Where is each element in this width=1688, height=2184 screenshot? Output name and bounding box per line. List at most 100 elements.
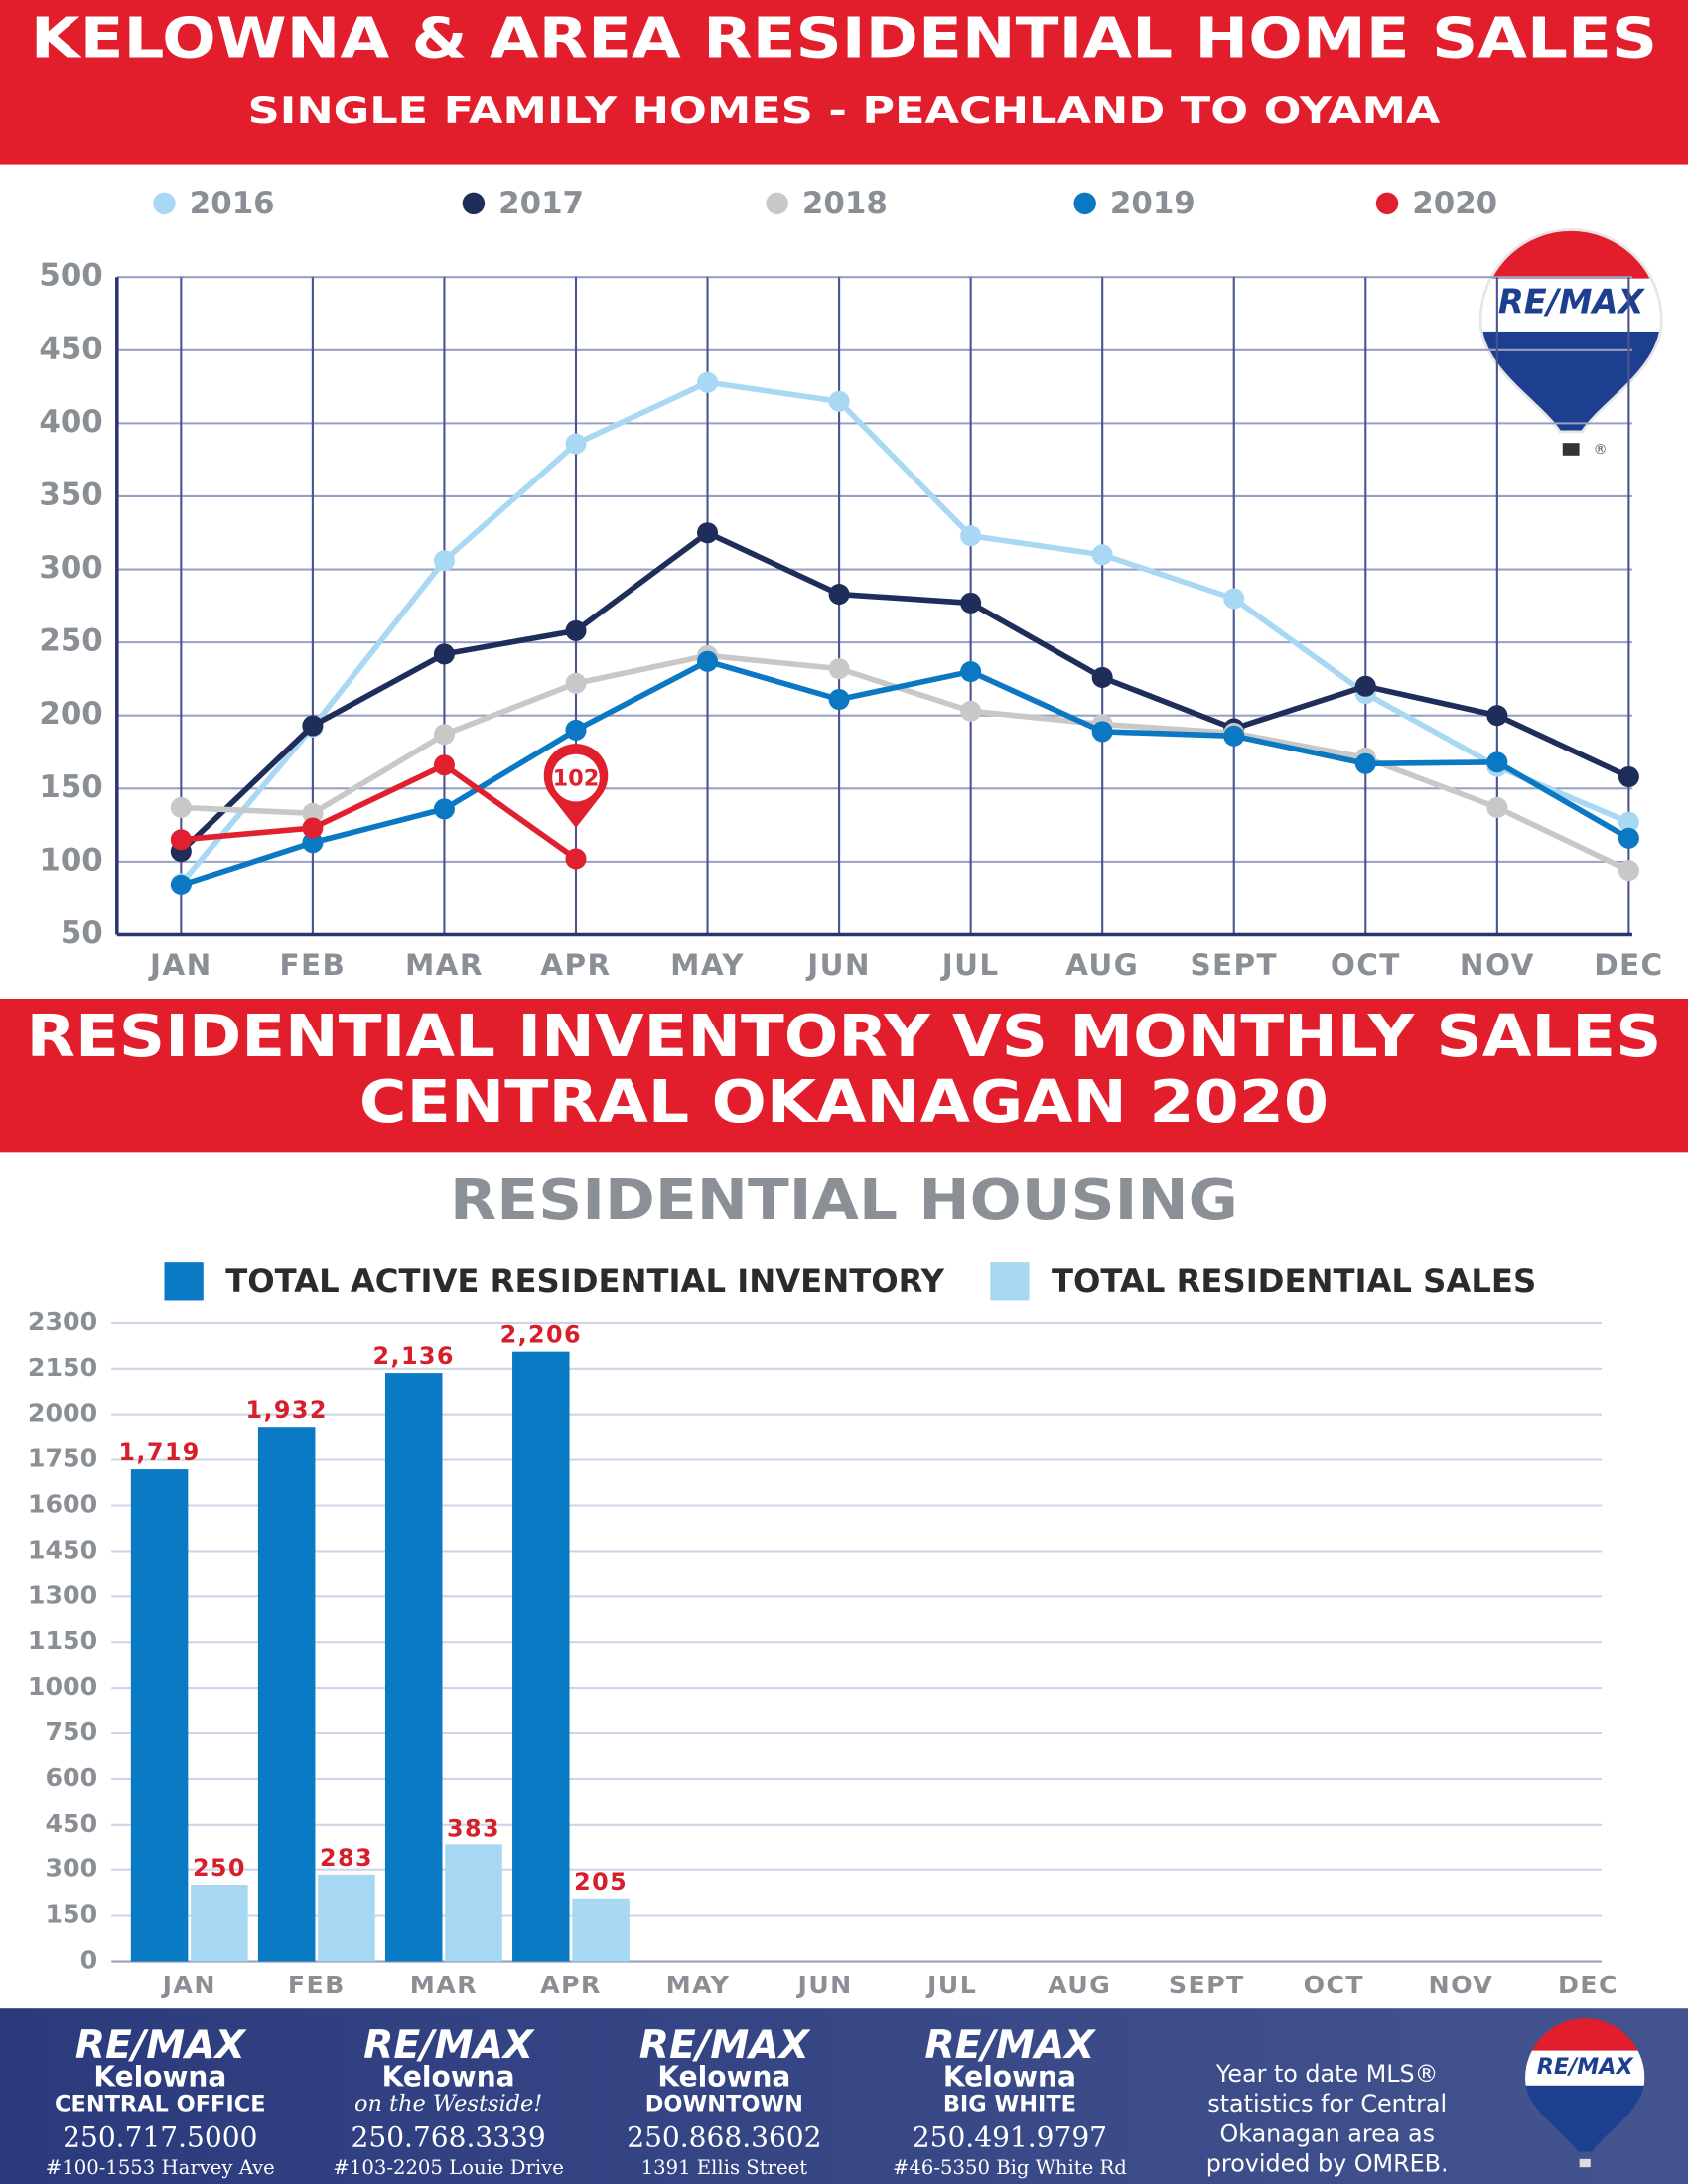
bar	[445, 1844, 502, 1962]
x-tick-label: MAY	[670, 948, 745, 982]
x-tick-label: NOV	[1429, 1971, 1494, 1999]
footer-note: Year to date MLS®	[1215, 2060, 1439, 2088]
data-point	[960, 525, 982, 547]
data-point	[302, 715, 324, 737]
legend-label: TOTAL ACTIVE RESIDENTIAL INVENTORY	[225, 1262, 944, 1299]
footer-note: provided by OMREB.	[1206, 2150, 1449, 2178]
x-tick-label: FEB	[288, 1971, 346, 1999]
footer-logo-text: RE/MAX	[1537, 2054, 1635, 2080]
footer-note: statistics for Central	[1207, 2090, 1447, 2117]
y-tick-label: 0	[80, 1946, 98, 1975]
y-tick-label: 150	[45, 1900, 97, 1929]
data-point	[697, 522, 719, 544]
bar-label: 1,932	[245, 1396, 327, 1424]
data-point	[565, 433, 587, 455]
legend-swatch	[1375, 192, 1399, 215]
y-tick-label: 750	[45, 1717, 97, 1746]
legend-label: 2019	[1110, 186, 1196, 221]
x-tick-label: AUG	[1065, 948, 1139, 982]
x-tick-label: OCT	[1304, 1971, 1364, 1999]
office-address: 1391 Ellis Street	[641, 2156, 808, 2179]
data-point	[565, 719, 587, 741]
office-tagline: BIG WHITE	[943, 2092, 1076, 2117]
y-tick-label: 1750	[28, 1444, 97, 1473]
callout-inner	[552, 753, 600, 802]
y-tick-label: 2150	[28, 1353, 97, 1382]
data-point	[1223, 588, 1245, 610]
data-point	[302, 817, 324, 839]
data-point	[1354, 752, 1376, 774]
footer-note: Okanagan area as	[1219, 2119, 1435, 2147]
data-point	[433, 798, 455, 820]
y-tick-label: 500	[39, 258, 102, 294]
data-point	[1618, 860, 1639, 882]
section-banner	[0, 998, 1688, 1153]
office-name: Kelowna	[657, 2060, 790, 2093]
main-title: KELOWNA & AREA RESIDENTIAL HOME SALES	[31, 7, 1657, 71]
data-point	[565, 848, 587, 870]
y-tick-label: 2000	[28, 1399, 97, 1428]
x-tick-label: SEPT	[1169, 1971, 1245, 1999]
data-point	[170, 829, 192, 851]
data-point	[828, 658, 850, 680]
data-point	[828, 688, 850, 711]
series-line	[179, 529, 1630, 854]
bar-label: 250	[193, 1854, 246, 1882]
bar	[191, 1885, 248, 1962]
data-point	[697, 650, 719, 672]
y-tick-label: 1000	[28, 1672, 97, 1701]
bar	[257, 1427, 316, 1962]
legend-label: 2018	[802, 186, 888, 221]
data-point	[828, 584, 850, 606]
y-tick-label: 1300	[28, 1580, 97, 1609]
bar-label: 1,719	[118, 1438, 200, 1466]
office-brand: RE/MAX	[639, 2023, 811, 2068]
bar	[512, 1351, 570, 1962]
data-point	[1091, 721, 1113, 743]
data-point	[1618, 765, 1639, 788]
office-phone: 250.868.3602	[627, 2121, 821, 2154]
callout-pin: 102	[543, 744, 609, 829]
logo-mark: ®	[1594, 442, 1608, 458]
office-tagline: DOWNTOWN	[645, 2092, 803, 2117]
x-tick-label: FEB	[279, 948, 346, 982]
data-point	[960, 700, 982, 722]
x-tick-label: NOV	[1460, 948, 1535, 982]
data-point	[1486, 705, 1508, 727]
y-tick-label: 1150	[28, 1626, 97, 1655]
x-tick-label: JUN	[805, 948, 871, 982]
legend-swatch	[1073, 192, 1096, 215]
bar-label: 2,206	[500, 1321, 582, 1349]
series-line	[181, 761, 578, 862]
logo-balloon: RE/MAX ®	[1478, 228, 1663, 458]
legend-label: 2017	[498, 186, 584, 221]
x-tick-label: DEC	[1558, 1971, 1618, 1999]
y-tick-label: 450	[45, 1809, 97, 1838]
section-subtitle: CENTRAL OKANAGAN 2020	[359, 1067, 1329, 1136]
office-address: #103-2205 Louie Drive	[333, 2156, 563, 2179]
data-point	[433, 724, 455, 746]
legend-swatch	[990, 1262, 1030, 1301]
y-tick-label: 250	[39, 623, 102, 659]
office-address: #46-5350 Big White Rd	[893, 2156, 1127, 2179]
x-tick-label: JAN	[148, 948, 212, 982]
data-point	[565, 672, 587, 694]
office-brand: RE/MAX	[924, 2023, 1096, 2068]
data-point	[960, 661, 982, 683]
data-point	[302, 832, 324, 854]
x-tick-label: DEC	[1594, 948, 1663, 982]
data-point	[433, 550, 455, 572]
data-point	[960, 592, 982, 614]
office-phone: 250.768.3339	[352, 2121, 546, 2154]
series-line	[180, 658, 1630, 888]
y-tick-label: 400	[39, 404, 102, 440]
callout-label: 102	[553, 765, 600, 791]
x-tick-label: APR	[540, 948, 611, 982]
data-point	[170, 874, 192, 895]
office-tagline: on the Westside!	[354, 2091, 542, 2116]
x-tick-label: JUL	[940, 948, 1000, 982]
x-tick-label: JUN	[795, 1971, 852, 1999]
x-tick-label: MAR	[410, 1971, 478, 1999]
